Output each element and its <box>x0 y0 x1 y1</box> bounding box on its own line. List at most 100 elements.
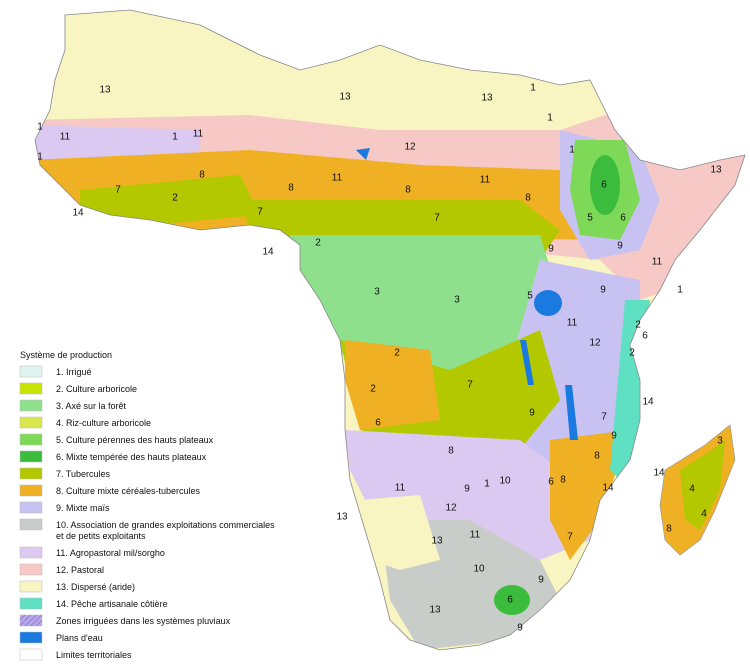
map-label: 3 <box>374 287 380 298</box>
map-label: 6 <box>375 418 381 429</box>
map-label: 14 <box>642 397 654 408</box>
legend-label: Limites territoriales <box>56 650 132 660</box>
map-label: 11 <box>652 257 663 268</box>
map-label: 2 <box>172 193 178 204</box>
map-label: 7 <box>257 207 263 218</box>
map-label: 7 <box>567 532 573 543</box>
legend-swatch <box>19 467 43 480</box>
map-label: 6 <box>507 595 513 606</box>
map-label: 13 <box>429 605 441 616</box>
map-label: 9 <box>617 241 623 252</box>
map-label: 11 <box>567 318 578 329</box>
lake <box>534 290 562 316</box>
legend-title: Système de production <box>20 350 112 360</box>
legend-hatch <box>20 615 42 626</box>
legend-label: 1. Irrigué <box>56 367 92 377</box>
map-label: 11 <box>395 483 406 494</box>
map-label: 11 <box>193 129 204 140</box>
map-label: 13 <box>710 165 722 176</box>
map-label: 14 <box>72 208 84 219</box>
legend-label: et de petits exploitants <box>56 531 146 541</box>
map-label: 1 <box>484 479 490 490</box>
map-label: 13 <box>99 85 111 96</box>
legend-swatch <box>19 501 43 514</box>
legend-swatch <box>19 546 43 559</box>
legend-label: 13. Dispersé (aride) <box>56 582 135 592</box>
legend-swatch <box>19 365 43 378</box>
map-label: 7 <box>601 412 607 423</box>
lake <box>565 385 578 440</box>
map-label: 4 <box>701 509 707 520</box>
map-label: 1 <box>677 285 683 296</box>
legend-swatch <box>19 580 43 593</box>
legend-swatch <box>19 518 43 531</box>
map-label: 9 <box>600 285 606 296</box>
map-label: 8 <box>288 183 294 194</box>
map-label: 2 <box>629 348 635 359</box>
map-label: 13 <box>336 512 348 523</box>
map-label: 4 <box>689 484 695 495</box>
madagascar-zone <box>680 440 725 530</box>
legend-label: Plans d'eau <box>56 633 103 643</box>
map-label: 1 <box>37 152 43 163</box>
map-label: 6 <box>642 331 648 342</box>
map-label: 5 <box>527 291 533 302</box>
map-label: 8 <box>666 524 672 535</box>
map-label: 6 <box>548 477 554 488</box>
map-label: 1 <box>172 132 178 143</box>
legend-label: 6. Mixte tempérée des hauts plateaux <box>56 452 207 462</box>
map-label: 2 <box>394 348 400 359</box>
legend-label: 8. Culture mixte céréales-tubercules <box>56 486 201 496</box>
legend-label: 12. Pastoral <box>56 565 104 575</box>
legend-swatch <box>19 450 43 463</box>
legend-swatch <box>19 648 43 661</box>
legend-label: 4. Riz-culture arboricole <box>56 418 151 428</box>
map-label: 6 <box>620 213 626 224</box>
legend-swatch <box>19 399 43 412</box>
legend-swatch <box>19 563 43 576</box>
map-label: 2 <box>370 384 376 395</box>
map-label: 8 <box>405 185 411 196</box>
map-label: 1 <box>37 122 43 133</box>
map-label: 1 <box>569 145 575 156</box>
map-label: 5 <box>587 213 593 224</box>
map-label: 2 <box>315 238 321 249</box>
map-label: 8 <box>199 170 205 181</box>
map-label: 7 <box>115 185 121 196</box>
legend-label: 9. Mixte maïs <box>56 503 110 513</box>
legend-label: 10. Association de grandes exploitations… <box>56 520 275 530</box>
map-label: 3 <box>454 295 460 306</box>
legend-label: 2. Culture arboricole <box>56 384 137 394</box>
map-label: 11 <box>480 175 491 186</box>
legend-label: 5. Culture pérennes des hauts plateaux <box>56 435 214 445</box>
map-label: 9 <box>529 408 535 419</box>
legend-label: 14. Pêche artisanale côtière <box>56 599 168 609</box>
map-label: 12 <box>445 503 457 514</box>
map-label: 7 <box>434 213 440 224</box>
map-label: 8 <box>594 451 600 462</box>
map-label: 8 <box>525 193 531 204</box>
legend-box <box>10 348 310 618</box>
legend-label: 7. Tubercules <box>56 469 111 479</box>
legend-swatch <box>19 484 43 497</box>
map-label: 6 <box>601 180 607 191</box>
map-label: 3 <box>717 436 723 447</box>
map-label: 11 <box>332 173 343 184</box>
map-label: 9 <box>517 623 523 634</box>
legend-label: 3. Axé sur la forêt <box>56 401 127 411</box>
legend-swatch <box>19 382 43 395</box>
map-label: 12 <box>404 142 416 153</box>
map-label: 11 <box>60 132 71 143</box>
legend-label: 11. Agropastoral mil/sorgho <box>56 548 165 558</box>
map-label: 11 <box>470 530 481 541</box>
map-label: 9 <box>611 431 617 442</box>
map-label: 8 <box>448 446 454 457</box>
lake <box>520 340 534 385</box>
map-label: 9 <box>464 484 470 495</box>
map-label: 1 <box>547 113 553 124</box>
coastline <box>34 9 746 651</box>
map-label: 1 <box>530 83 536 94</box>
map-label: 9 <box>538 575 544 586</box>
legend-swatch <box>19 433 43 446</box>
legend-label: Zones irriguées dans les systèmes pluvia… <box>56 616 231 626</box>
